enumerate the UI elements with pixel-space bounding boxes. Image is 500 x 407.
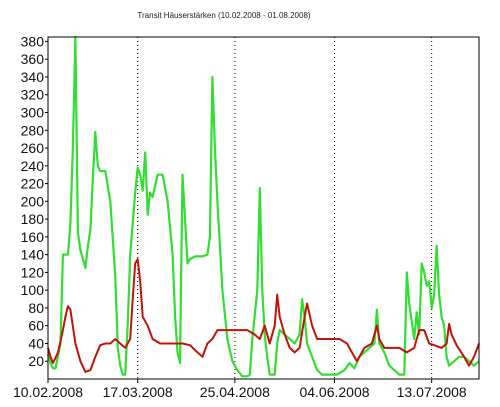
x-tick-label: 04.06.2008 xyxy=(299,384,369,400)
x-tick-label: 17.03.2008 xyxy=(103,384,173,400)
series-line-red xyxy=(47,258,480,373)
chart-title: Transit Häuserstärken (10.02.2008 - 01.0… xyxy=(137,11,310,20)
y-tick-label: 340 xyxy=(21,69,45,85)
y-tick-label: 360 xyxy=(21,51,45,67)
x-tick-label: 25.04.2008 xyxy=(200,384,270,400)
y-tick-label: 20 xyxy=(28,353,44,369)
y-tick-label: 160 xyxy=(21,229,45,245)
series-group xyxy=(46,35,480,378)
y-tick-label: 140 xyxy=(21,247,45,263)
y-tick-label: 100 xyxy=(21,282,45,298)
y-tick-label: 260 xyxy=(21,140,45,156)
y-tick-label: 180 xyxy=(21,211,45,227)
y-tick-label: 220 xyxy=(21,176,45,192)
y-tick-label: 60 xyxy=(28,318,44,334)
grid-lines xyxy=(47,37,433,379)
x-axis: 10.02.2008 17.03.2008 25.04.2008 04.06.2008… xyxy=(13,379,467,400)
y-tick-label: 200 xyxy=(21,193,45,209)
x-tick-label: 10.02.2008 xyxy=(13,384,83,400)
x-tick-label: 13.07.2008 xyxy=(397,384,467,400)
y-axis: 2040608010012014016018020022024026028030… xyxy=(21,33,48,369)
series-line-green xyxy=(46,35,480,378)
y-tick-label: 300 xyxy=(21,105,45,121)
y-tick-label: 40 xyxy=(28,335,44,351)
plot-frame xyxy=(47,36,480,380)
y-tick-label: 240 xyxy=(21,158,45,174)
y-tick-label: 120 xyxy=(21,264,45,280)
y-tick-label: 320 xyxy=(21,87,45,103)
y-tick-label: 80 xyxy=(28,300,44,316)
y-tick-label: 380 xyxy=(21,33,45,49)
y-tick-label: 280 xyxy=(21,122,45,138)
